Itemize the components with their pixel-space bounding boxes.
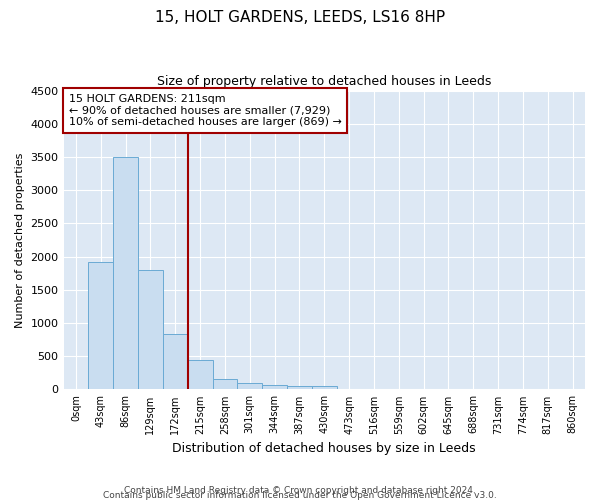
Bar [262,385,287,390]
Bar [138,270,163,390]
Title: Size of property relative to detached houses in Leeds: Size of property relative to detached ho… [157,75,491,88]
Bar [64,389,88,390]
Text: Contains HM Land Registry data © Crown copyright and database right 2024.: Contains HM Land Registry data © Crown c… [124,486,476,495]
Bar [113,157,138,390]
Y-axis label: Number of detached properties: Number of detached properties [15,152,25,328]
Text: 15 HOLT GARDENS: 211sqm
← 90% of detached houses are smaller (7,929)
10% of semi: 15 HOLT GARDENS: 211sqm ← 90% of detache… [68,94,341,127]
Bar [238,384,262,390]
Bar [188,360,212,390]
Text: Contains public sector information licensed under the Open Government Licence v3: Contains public sector information licen… [103,491,497,500]
Bar [287,386,312,390]
Bar [212,379,238,390]
Bar [312,386,337,390]
Text: 15, HOLT GARDENS, LEEDS, LS16 8HP: 15, HOLT GARDENS, LEEDS, LS16 8HP [155,10,445,25]
Bar [88,262,113,390]
Bar [163,334,188,390]
X-axis label: Distribution of detached houses by size in Leeds: Distribution of detached houses by size … [172,442,476,455]
